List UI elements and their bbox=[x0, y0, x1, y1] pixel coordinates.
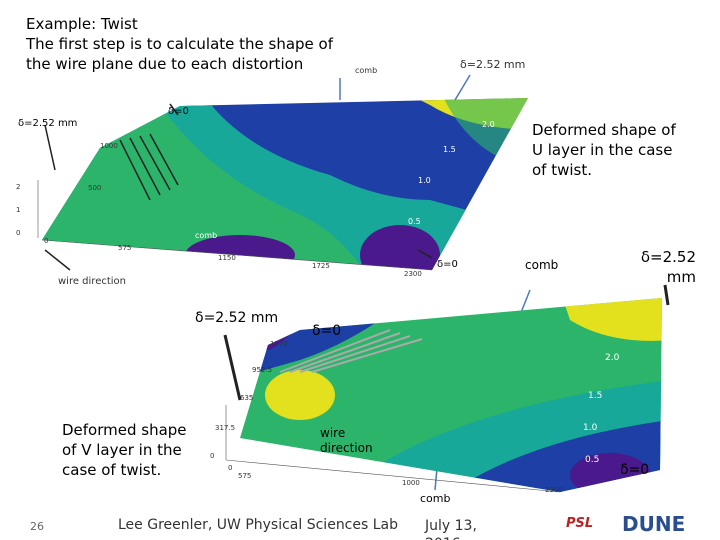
title-line: the wire plane due to each distortion bbox=[26, 55, 304, 73]
tick-label: 1000 bbox=[100, 142, 118, 150]
annotation: comb bbox=[525, 258, 559, 272]
tick-label: 1 bbox=[16, 206, 20, 214]
annotation: Deformed shape of U layer in the case of… bbox=[532, 121, 676, 179]
contour-label: 1.0 bbox=[583, 423, 598, 433]
u-axes bbox=[37, 180, 433, 271]
contour-label: 1.0 bbox=[418, 176, 431, 185]
contour-label: 0.5 bbox=[408, 217, 421, 226]
label: comb bbox=[420, 492, 450, 505]
title: Example: Twist The first step is to calc… bbox=[26, 14, 333, 74]
tick-label: 575 bbox=[238, 472, 251, 480]
label: wire direction bbox=[58, 276, 127, 287]
v-surface bbox=[240, 298, 662, 492]
label: δ=0 bbox=[312, 323, 341, 339]
label: δ=0 bbox=[437, 259, 458, 270]
tick-label: 1270 bbox=[270, 340, 288, 348]
tick-label: 2300 bbox=[404, 270, 422, 278]
label: δ=2.52 mm bbox=[18, 118, 77, 129]
u-surface bbox=[42, 98, 528, 270]
tick-label: 1000 bbox=[402, 479, 420, 487]
logo: PSL bbox=[566, 516, 594, 531]
contour-label: 2.0 bbox=[605, 353, 620, 363]
tick-label: 952.5 bbox=[252, 366, 272, 374]
tick-label: 1725 bbox=[312, 262, 330, 270]
v-wire-arrows bbox=[279, 329, 423, 373]
tick-label: 0 bbox=[44, 237, 48, 245]
tick-label: 317.5 bbox=[215, 424, 235, 432]
tick-label: 1150 bbox=[218, 254, 236, 262]
contour-label: 0.5 bbox=[585, 455, 599, 465]
label: comb bbox=[355, 66, 377, 75]
logo: DUNE bbox=[622, 512, 686, 536]
contour-label: 1.5 bbox=[443, 145, 456, 154]
page-number: 26 bbox=[30, 520, 44, 533]
label: δ=0 bbox=[168, 106, 189, 117]
tick-label: 2 bbox=[16, 183, 20, 191]
title-line: The first step is to calculate the shape… bbox=[26, 35, 334, 53]
label: comb bbox=[195, 231, 217, 240]
wire-arrows bbox=[44, 74, 670, 491]
tick-label: 0 bbox=[210, 452, 214, 460]
label: δ=2.52 mm bbox=[460, 58, 525, 71]
tick-label: 635 bbox=[240, 394, 253, 402]
tick-label: 0 bbox=[228, 464, 232, 472]
tick-label: 500 bbox=[88, 184, 101, 192]
annotation: Deformed shape of V layer in the case of… bbox=[62, 421, 187, 479]
label: δ=0 bbox=[620, 462, 649, 478]
footer-date: July 13, 2016 bbox=[425, 518, 477, 540]
v-axes bbox=[225, 405, 561, 493]
annotation: δ=2.52 mm bbox=[640, 248, 696, 286]
tick-label: 0 bbox=[16, 229, 20, 237]
contour-label: 2.0 bbox=[482, 120, 495, 129]
title-line: Example: Twist bbox=[26, 15, 138, 33]
footer-author: Lee Greenler, UW Physical Sciences Lab bbox=[118, 517, 399, 533]
tick-label: 2300 bbox=[545, 486, 563, 494]
label: wire direction bbox=[320, 426, 373, 455]
label: δ=2.52 mm bbox=[195, 310, 278, 326]
contour-label: 1.5 bbox=[588, 391, 602, 401]
tick-label: 575 bbox=[118, 244, 131, 252]
